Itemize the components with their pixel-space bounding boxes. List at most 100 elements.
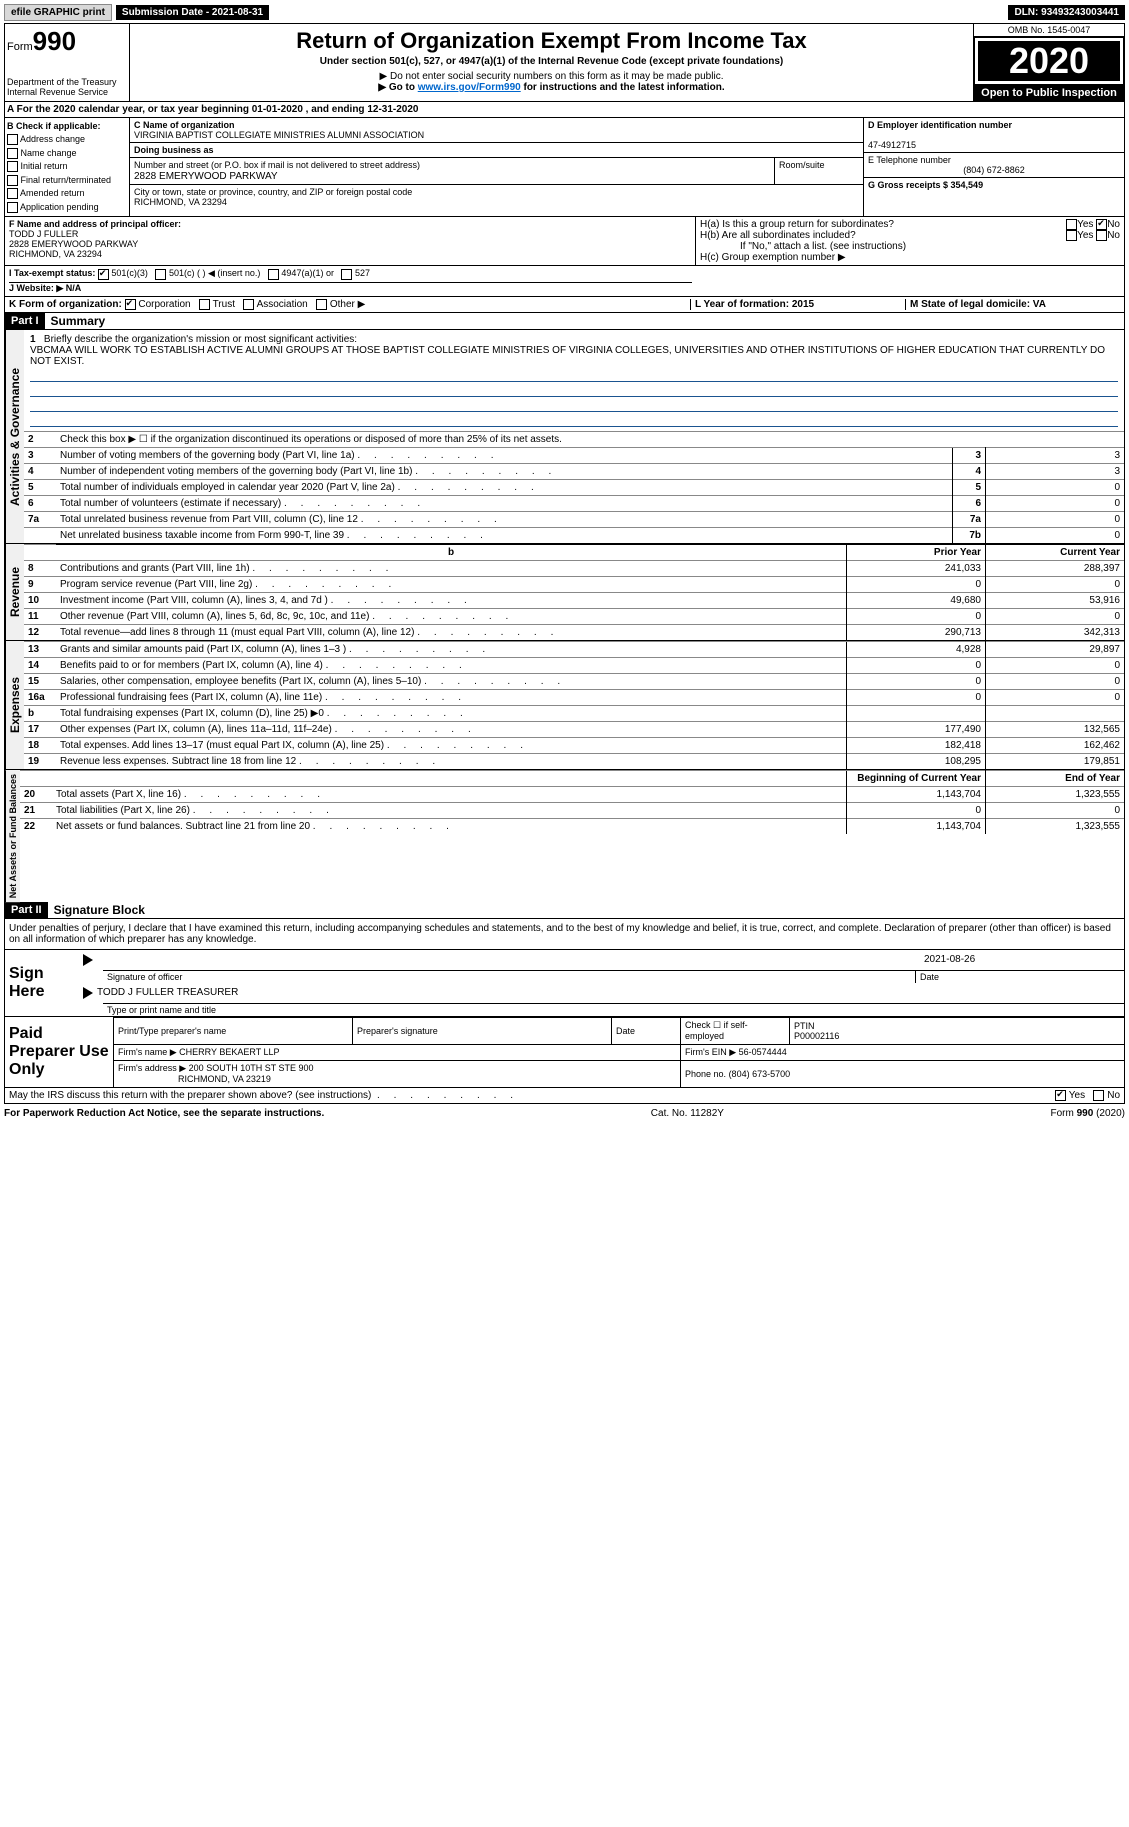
expenses-table: 13Grants and similar amounts paid (Part … xyxy=(24,641,1124,769)
footer-left: For Paperwork Reduction Act Notice, see … xyxy=(4,1108,324,1119)
checkbox-501c[interactable] xyxy=(155,269,166,280)
department: Department of the Treasury Internal Reve… xyxy=(7,77,127,97)
checkbox-corp[interactable] xyxy=(125,299,136,310)
ha-label: H(a) Is this a group return for subordin… xyxy=(700,219,894,230)
checkbox-other[interactable] xyxy=(316,299,327,310)
col-eoy: End of Year xyxy=(986,770,1125,786)
table-row: 14Benefits paid to or for members (Part … xyxy=(24,657,1124,673)
room-label: Room/suite xyxy=(779,160,825,170)
box-h: H(a) Is this a group return for subordin… xyxy=(695,217,1124,265)
table-row: 17Other expenses (Part IX, column (A), l… xyxy=(24,721,1124,737)
form-prefix: Form xyxy=(7,41,33,53)
section-governance-label: Activities & Governance xyxy=(5,330,24,543)
checkbox-address-change[interactable] xyxy=(7,134,18,145)
paid-preparer-block: Paid Preparer Use Only Print/Type prepar… xyxy=(4,1017,1125,1088)
firm-phone-label: Phone no. xyxy=(685,1069,726,1079)
phone-value: (804) 672-8862 xyxy=(868,165,1120,175)
ein-value: 47-4912715 xyxy=(868,140,916,150)
table-row: 8Contributions and grants (Part VIII, li… xyxy=(24,560,1124,576)
checkbox-trust[interactable] xyxy=(199,299,210,310)
org-name: VIRGINIA BAPTIST COLLEGIATE MINISTRIES A… xyxy=(134,130,424,140)
row-k-label: K Form of organization: xyxy=(9,299,122,310)
label-name-change: Name change xyxy=(21,148,77,158)
opt-association: Association xyxy=(257,299,308,310)
col-boy: Beginning of Current Year xyxy=(847,770,986,786)
box-f: F Name and address of principal officer:… xyxy=(5,217,695,265)
firm-ein: 56-0574444 xyxy=(739,1047,787,1057)
part1-container: Activities & Governance 1 Briefly descri… xyxy=(4,330,1125,902)
part1-badge: Part I xyxy=(5,313,45,329)
checkbox-pending[interactable] xyxy=(7,202,18,213)
efile-print-button[interactable]: efile GRAPHIC print xyxy=(4,4,112,21)
page-footer: For Paperwork Reduction Act Notice, see … xyxy=(4,1104,1125,1119)
table-row: 13Grants and similar amounts paid (Part … xyxy=(24,641,1124,657)
gross-receipts: G Gross receipts $ 354,549 xyxy=(868,180,983,190)
note-ssn: ▶ Do not enter social security numbers o… xyxy=(132,71,971,82)
line1-text: VBCMAA WILL WORK TO ESTABLISH ACTIVE ALU… xyxy=(30,345,1105,367)
table-row: bTotal fundraising expenses (Part IX, co… xyxy=(24,705,1124,721)
checkbox-initial-return[interactable] xyxy=(7,161,18,172)
table-row: 16aProfessional fundraising fees (Part I… xyxy=(24,689,1124,705)
officer-addr2: RICHMOND, VA 23294 xyxy=(9,249,691,259)
sign-here-label: Sign Here xyxy=(5,950,83,1016)
pp-self-employed: Check ☐ if self-employed xyxy=(681,1017,790,1044)
officer-addr1: 2828 EMERYWOOD PARKWAY xyxy=(9,239,691,249)
table-row: 10Investment income (Part VIII, column (… xyxy=(24,592,1124,608)
firm-addr-label: Firm's address ▶ xyxy=(118,1063,186,1073)
sig-officer-label: Signature of officer xyxy=(103,971,915,983)
line1-label: Briefly describe the organization's miss… xyxy=(44,334,357,345)
part1-title: Summary xyxy=(45,314,106,328)
checkbox-assoc[interactable] xyxy=(243,299,254,310)
line2-text: Check this box ▶ ☐ if the organization d… xyxy=(56,431,1124,447)
checkbox-ha-yes[interactable] xyxy=(1066,219,1077,230)
governance-table: 2Check this box ▶ ☐ if the organization … xyxy=(24,431,1124,543)
part1-header: Part I Summary xyxy=(4,313,1125,330)
table-row: 15Salaries, other compensation, employee… xyxy=(24,673,1124,689)
sign-arrow-icon-2 xyxy=(83,987,93,999)
row-j-website: J Website: ▶ N/A xyxy=(9,283,692,294)
checkbox-name-change[interactable] xyxy=(7,148,18,159)
sign-date: 2021-08-26 xyxy=(924,954,1124,966)
form-number: 990 xyxy=(33,26,76,56)
table-row: 21Total liabilities (Part X, line 26)00 xyxy=(20,802,1124,818)
checkbox-hb-yes[interactable] xyxy=(1066,230,1077,241)
firm-addr2: RICHMOND, VA 23219 xyxy=(178,1074,271,1084)
table-row: Net unrelated business taxable income fr… xyxy=(24,527,1124,543)
city-label: City or town, state or province, country… xyxy=(134,187,412,197)
part2-badge: Part II xyxy=(5,902,48,918)
checkbox-hb-no[interactable] xyxy=(1096,230,1107,241)
checkbox-discuss-yes[interactable] xyxy=(1055,1090,1066,1101)
checkbox-4947[interactable] xyxy=(268,269,279,280)
checkbox-amended[interactable] xyxy=(7,188,18,199)
section-bcde: B Check if applicable: Address change Na… xyxy=(4,118,1125,218)
dln-number: DLN: 93493243003441 xyxy=(1008,5,1125,20)
form-subtitle: Under section 501(c), 527, or 4947(a)(1)… xyxy=(132,56,971,67)
firm-name: CHERRY BEKAERT LLP xyxy=(179,1047,279,1057)
table-row: 19Revenue less expenses. Subtract line 1… xyxy=(24,753,1124,769)
pp-sig-label: Preparer's signature xyxy=(353,1017,612,1044)
row-l-year: L Year of formation: 2015 xyxy=(695,299,814,310)
checkbox-ha-no[interactable] xyxy=(1096,219,1107,230)
checkbox-discuss-no[interactable] xyxy=(1093,1090,1104,1101)
checkbox-527[interactable] xyxy=(341,269,352,280)
section-expenses-label: Expenses xyxy=(5,641,24,769)
sign-here-block: Sign Here 2021-08-26 Signature of office… xyxy=(4,950,1125,1017)
ptin-label: PTIN xyxy=(794,1021,815,1031)
footer-right: Form 990 (2020) xyxy=(1051,1108,1125,1119)
label-pending: Application pending xyxy=(20,202,99,212)
header-left: Form990 Department of the Treasury Inter… xyxy=(5,24,130,101)
table-row: 7aTotal unrelated business revenue from … xyxy=(24,511,1124,527)
footer-mid: Cat. No. 11282Y xyxy=(651,1108,724,1119)
opt-501c3: 501(c)(3) xyxy=(111,268,148,278)
name-title-label: Type or print name and title xyxy=(103,1004,220,1016)
top-bar: efile GRAPHIC print Submission Date - 20… xyxy=(4,4,1125,21)
table-row: 18Total expenses. Add lines 13–17 (must … xyxy=(24,737,1124,753)
box-b: B Check if applicable: Address change Na… xyxy=(5,118,130,217)
checkbox-501c3[interactable] xyxy=(98,269,109,280)
label-amended: Amended return xyxy=(20,188,85,198)
form990-link[interactable]: www.irs.gov/Form990 xyxy=(418,82,521,93)
ptin-value: P00002116 xyxy=(794,1031,839,1041)
officer-name: TODD J FULLER xyxy=(9,229,691,239)
table-row: 20Total assets (Part X, line 16)1,143,70… xyxy=(20,786,1124,802)
checkbox-final-return[interactable] xyxy=(7,175,18,186)
